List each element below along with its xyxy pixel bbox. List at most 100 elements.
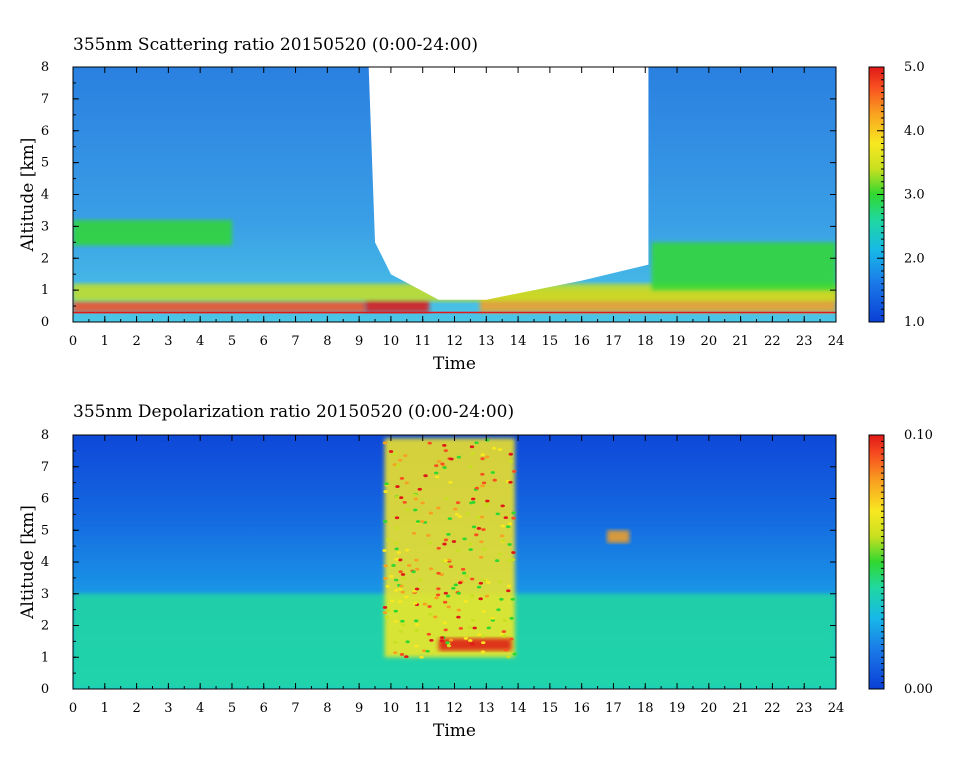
speckle (428, 511, 433, 515)
speckle (398, 558, 403, 562)
x-tick-label: 16 (573, 334, 590, 349)
y-tick-label: 8 (41, 428, 49, 443)
speckle (494, 559, 500, 562)
y-tick-label: 1 (41, 283, 49, 298)
colorbar-tick-label: 5.0 (904, 60, 925, 75)
speckle (467, 626, 472, 629)
speckle (470, 497, 476, 501)
speckle (464, 574, 469, 578)
x-axis: 0 1 2 3 4 5 6 7 8 9 10 11 12 13 14 15 16 17 18 19 20 21 22 23 24 (69, 67, 844, 349)
heatmap-layer-5 (73, 220, 232, 246)
speckle (427, 441, 432, 445)
speckle (501, 630, 507, 633)
x-tick-label: 10 (383, 701, 400, 716)
speckle (428, 612, 433, 616)
speckle (385, 609, 391, 613)
speckle (388, 450, 394, 453)
x-tick-label: 10 (383, 334, 400, 349)
x-tick-label: 6 (260, 701, 268, 716)
speckle (427, 541, 433, 545)
speckle (418, 578, 423, 582)
speckle (423, 474, 428, 478)
y-tick-label: 0 (41, 682, 49, 697)
speckle (445, 594, 451, 598)
speckle (413, 497, 419, 501)
y-tick-label: 2 (41, 251, 49, 266)
x-tick-label: 21 (732, 701, 749, 716)
x-tick-label: 0 (69, 701, 77, 716)
speckle (419, 655, 424, 659)
speckle (442, 621, 448, 625)
x-tick-label: 7 (291, 701, 299, 716)
speckle (427, 605, 432, 608)
speckle (449, 457, 454, 461)
x-tick-label: 23 (796, 334, 813, 349)
speckle (484, 455, 490, 459)
speckle (512, 652, 517, 656)
speckle (481, 641, 486, 645)
speckle (480, 453, 486, 457)
y-tick-label: 6 (41, 492, 49, 507)
speckle (413, 619, 419, 623)
speckle (491, 446, 497, 450)
speckle (394, 578, 399, 582)
speckle (506, 584, 512, 588)
heatmap-layer-3 (438, 638, 512, 651)
x-tick-label: 19 (669, 701, 686, 716)
speckle (480, 484, 485, 488)
speckle (397, 600, 403, 604)
speckle (448, 565, 454, 569)
x-tick-label: 13 (478, 701, 495, 716)
y-tick-label: 7 (41, 92, 49, 107)
speckle (460, 567, 466, 571)
speckle (402, 500, 407, 504)
x-tick-label: 5 (228, 701, 236, 716)
speckle (467, 542, 473, 546)
speckle (463, 636, 469, 640)
speckle (398, 496, 404, 500)
speckle (475, 515, 481, 519)
x-tick-label: 3 (164, 701, 172, 716)
speckle (412, 589, 417, 593)
x-tick-label: 9 (355, 334, 363, 349)
speckle (453, 583, 459, 587)
speckle (389, 575, 394, 578)
speckle (383, 564, 388, 568)
speckle (496, 608, 501, 612)
speckle (415, 520, 421, 523)
speckle (407, 564, 412, 567)
speckle (401, 623, 406, 627)
colorbar-tick-label: 2.0 (904, 251, 925, 266)
speckle (395, 485, 400, 488)
speckle (469, 445, 475, 449)
speckle (500, 504, 505, 508)
speckle (414, 629, 419, 632)
speckle (446, 532, 451, 536)
speckle (393, 609, 398, 613)
x-tick-label: 24 (828, 701, 845, 716)
speckle (448, 480, 453, 484)
colorbar-tick-label: 0.10 (904, 428, 933, 443)
speckle (511, 551, 516, 554)
speckle (394, 547, 399, 551)
speckle (420, 501, 425, 505)
speckle (446, 605, 451, 609)
speckle (392, 452, 398, 456)
x-tick-label: 2 (132, 334, 140, 349)
y-tick-label: 2 (41, 619, 49, 634)
y-tick-label: 0 (41, 315, 49, 330)
y-axis-label: Altitude [km] (18, 138, 38, 253)
colorbar: 0.00 0.10 (868, 428, 933, 697)
speckle (436, 546, 441, 550)
y-axis-label: Altitude [km] (18, 505, 38, 620)
speckle (398, 630, 403, 633)
x-axis-label: Time (433, 721, 476, 741)
chart-title: 355nm Depolarization ratio 20150520 (0:0… (73, 402, 514, 422)
speckle (457, 581, 463, 585)
y-tick-label: 3 (41, 587, 49, 602)
speckle (490, 471, 496, 474)
speckle (509, 637, 514, 641)
x-tick-label: 24 (828, 334, 845, 349)
speckle (382, 549, 387, 552)
x-axis: 0 1 2 3 4 5 6 7 8 9 10 11 12 13 14 15 16 17 18 19 20 21 22 23 24 (69, 435, 844, 716)
